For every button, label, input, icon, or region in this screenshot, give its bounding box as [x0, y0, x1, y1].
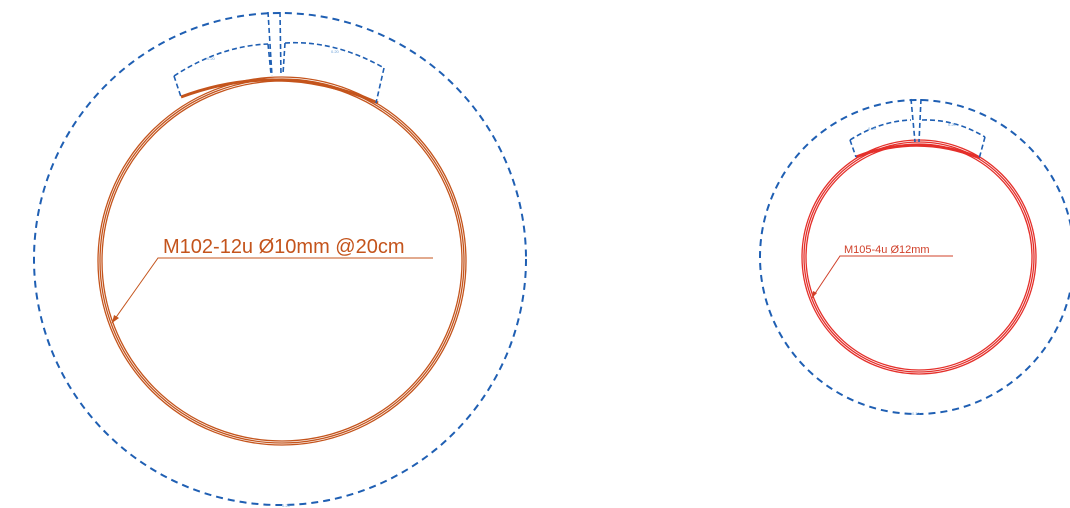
- right-leader-line: [811, 255, 953, 299]
- right-lap-overlap: [855, 143, 981, 160]
- left-dim-tick-3: [267, 43, 272, 75]
- left-dim-arc-left: [173, 43, 269, 77]
- right-dim-arc-right: [921, 119, 986, 138]
- left-leader-line: [111, 257, 433, 324]
- right-dim-arc-left: [849, 119, 912, 141]
- right-leader-arrow: [812, 291, 817, 298]
- left-cover-line-2: [279, 11, 282, 77]
- left-dim-arc-right: [284, 41, 385, 69]
- left-rebar-ring-outer: [97, 76, 467, 446]
- left-dim-tick-2: [375, 67, 385, 104]
- left-lap-overlap: [180, 78, 379, 105]
- right-dim-label-left: 0.20: [868, 126, 877, 131]
- left-dim-label-left: 0.20: [207, 56, 216, 61]
- left-outer-dashed-circle: [33, 12, 527, 506]
- right-dim-label-right: 0.20: [948, 122, 957, 127]
- left-rebar-label: M102-12u Ø10mm @20cm: [163, 236, 405, 258]
- right-bottom-label: 0.20: [912, 411, 921, 416]
- right-cover-line-1: [910, 98, 916, 143]
- right-cover-line-2: [918, 98, 922, 143]
- right-rebar-ring-outer: [801, 139, 1037, 375]
- left-rebar-detail: 0.20 0.20 0.20 M102-12u Ø10mm @20cm: [33, 11, 527, 508]
- right-dim-tick-2: [978, 136, 986, 160]
- right-dim-tick-1: [849, 139, 857, 158]
- right-rebar-ring-middle: [803, 141, 1035, 373]
- left-dim-tick-4: [282, 42, 286, 75]
- left-cover-line-1: [267, 11, 273, 77]
- left-leader-arrow: [112, 315, 119, 323]
- right-rebar-label: M105-4u Ø12mm: [844, 244, 930, 256]
- right-rebar-detail: 0.20 0.20 0.20 M105-4u Ø12mm: [759, 98, 1070, 416]
- left-dim-label-right: 0.20: [331, 49, 340, 54]
- right-outer-dashed-circle: [759, 99, 1070, 415]
- left-bottom-label: 0.20: [282, 503, 291, 508]
- left-dim-tick-1: [173, 75, 182, 98]
